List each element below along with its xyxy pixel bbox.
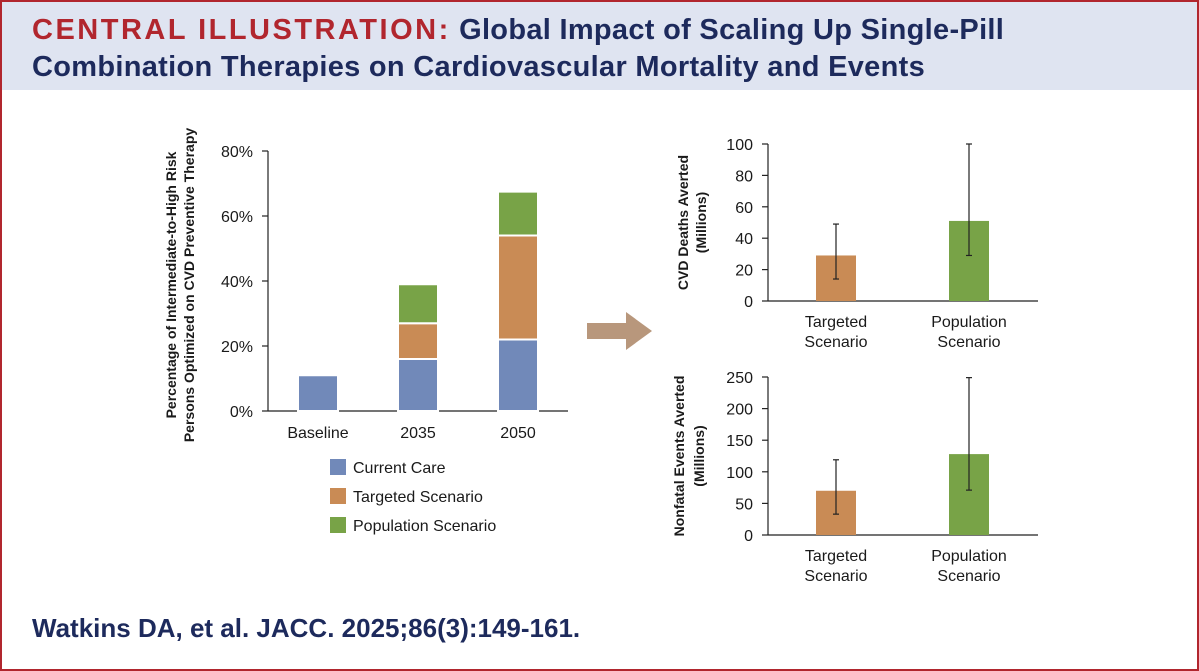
legend-swatch — [330, 488, 346, 504]
left-chart-y-tick-label: 40% — [221, 274, 253, 291]
citation: Watkins DA, et al. JACC. 2025;86(3):149-… — [32, 613, 581, 643]
deaths-chart-x-tick-label: Scenario — [937, 334, 1000, 351]
left-chart-bar-segment — [397, 358, 439, 412]
deaths-chart-x-tick-label: Population — [931, 314, 1007, 331]
left-chart-y-tick-label: 60% — [221, 209, 253, 226]
left-chart-y-tick-label: 80% — [221, 144, 253, 161]
legend-swatch — [330, 517, 346, 533]
deaths-chart-y-tick-label: 40 — [735, 231, 753, 248]
left-chart-x-tick-label: 2035 — [400, 425, 436, 442]
left-chart-y-axis-title: Persons Optimized on CVD Preventive Ther… — [181, 128, 197, 443]
deaths-chart-y-axis-title: (Millions) — [693, 192, 709, 253]
header-banner: CENTRAL ILLUSTRATION: Global Impact of S… — [2, 2, 1197, 90]
header-title-line-1: CENTRAL ILLUSTRATION: Global Impact of S… — [32, 14, 1004, 47]
events-chart-y-tick-label: 250 — [726, 370, 753, 387]
title-line-2: Combination Therapies on Cardiovascular … — [32, 51, 926, 83]
left-chart-x-tick-label: 2050 — [500, 425, 536, 442]
right-arrow-icon — [587, 312, 652, 350]
events-chart-y-tick-label: 0 — [744, 528, 753, 545]
deaths-chart-y-tick-label: 20 — [735, 263, 753, 280]
events-chart-x-tick-label: Targeted — [805, 548, 867, 565]
deaths-chart-y-tick-label: 60 — [735, 200, 753, 217]
left-chart-bar-segment — [497, 338, 539, 412]
events-chart-y-tick-label: 200 — [726, 402, 753, 419]
events-chart-x-tick-label: Scenario — [937, 568, 1000, 585]
left-chart-bar-segment — [497, 190, 539, 237]
central-illustration-tag: CENTRAL ILLUSTRATION: — [32, 14, 451, 46]
left-chart-y-axis-title: Percentage of Intermediate-to-High Risk — [163, 151, 179, 418]
legend-label: Population Scenario — [353, 518, 496, 535]
deaths-chart-x-tick-label: Scenario — [804, 334, 867, 351]
deaths-chart-y-axis-title: CVD Deaths Averted — [675, 155, 691, 290]
left-chart-bar-segment — [297, 374, 339, 412]
left-chart-bar-segment — [397, 322, 439, 360]
deaths-chart-y-tick-label: 0 — [744, 294, 753, 311]
deaths-chart-x-tick-label: Targeted — [805, 314, 867, 331]
events-chart-y-tick-label: 150 — [726, 433, 753, 450]
left-chart-y-tick-label: 20% — [221, 339, 253, 356]
events-chart-x-tick-label: Population — [931, 548, 1007, 565]
left-chart-y-tick-label: 0% — [230, 404, 253, 421]
events-chart-x-tick-label: Scenario — [804, 568, 867, 585]
events-chart-y-tick-label: 50 — [735, 496, 753, 513]
legend-swatch — [330, 459, 346, 475]
events-chart-y-tick-label: 100 — [726, 465, 753, 482]
left-chart-bar-segment — [497, 234, 539, 341]
deaths-chart-y-tick-label: 80 — [735, 168, 753, 185]
legend-label: Targeted Scenario — [353, 489, 483, 506]
events-chart-y-axis-title: (Millions) — [691, 425, 707, 486]
left-chart-bar-segment — [397, 283, 439, 325]
events-chart-y-axis-title: Nonfatal Events Averted — [671, 376, 687, 537]
left-chart-x-tick-label: Baseline — [287, 425, 348, 442]
title-line-1: Global Impact of Scaling Up Single-Pill — [459, 14, 1005, 46]
deaths-chart-y-tick-label: 100 — [726, 137, 753, 154]
legend-label: Current Care — [353, 460, 446, 477]
